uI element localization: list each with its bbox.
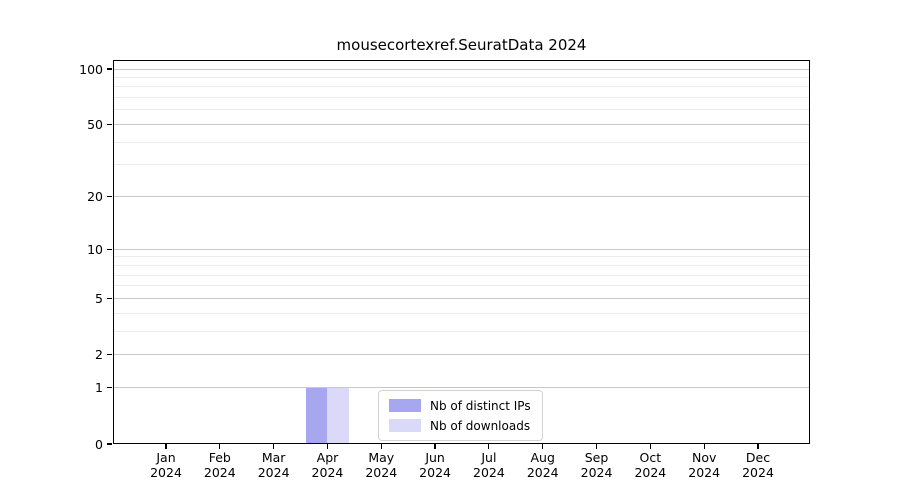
x-tick-month: Sep (584, 450, 609, 465)
x-tick-year: 2024 (742, 465, 774, 480)
x-tick-month: Jun (425, 450, 445, 465)
y-tick-label: 1 (95, 380, 103, 396)
major-gridline (114, 354, 809, 356)
minor-gridline (114, 312, 809, 314)
minor-gridline (114, 164, 809, 166)
x-tick-mark (434, 444, 436, 449)
x-tick-label: Oct 2024 (622, 450, 678, 480)
x-tick-label: Dec 2024 (730, 450, 786, 480)
x-tick-label: Jul 2024 (461, 450, 517, 480)
x-tick-month: Apr (316, 450, 339, 465)
minor-gridline (114, 76, 809, 78)
legend-swatch-distinct-ips-icon (389, 399, 421, 412)
x-tick-label: Nov 2024 (676, 450, 732, 480)
x-tick-year: 2024 (203, 465, 236, 480)
minor-gridline (114, 97, 809, 99)
x-tick-month: Mar (261, 450, 286, 465)
minor-gridline (114, 285, 809, 287)
major-gridline (114, 124, 809, 126)
y-tick-mark (107, 248, 112, 250)
legend-item-distinct-ips: Nb of distinct IPs (389, 398, 534, 413)
plot-area (113, 60, 810, 444)
y-tick-mark (107, 297, 112, 299)
y-tick-mark (107, 123, 112, 126)
y-tick-label: 50 (87, 117, 103, 133)
major-gridline (114, 387, 809, 389)
x-tick-year: 2024 (473, 465, 505, 480)
y-tick-label: 2 (95, 347, 103, 363)
x-tick-month: Jul (481, 450, 497, 465)
x-tick-year: 2024 (526, 465, 559, 480)
y-tick-mark (107, 196, 112, 198)
x-tick-year: 2024 (150, 465, 182, 480)
x-tick-mark (488, 444, 490, 449)
x-tick-mark (273, 444, 275, 449)
x-tick-month: Nov (691, 450, 717, 465)
x-tick-month: Dec (745, 450, 771, 465)
x-tick-label: Mar 2024 (246, 450, 302, 480)
minor-gridline (114, 274, 809, 276)
x-tick-year: 2024 (419, 465, 451, 480)
x-tick-month: Aug (530, 450, 555, 465)
x-tick-month: Oct (639, 450, 662, 465)
x-tick-mark (757, 444, 759, 449)
y-tick-label: 100 (79, 61, 103, 77)
x-tick-year: 2024 (580, 465, 613, 480)
x-tick-year: 2024 (634, 465, 667, 480)
bar-nb-of-distinct-ips (305, 387, 328, 444)
y-tick-label: 20 (87, 189, 103, 205)
minor-gridline (114, 109, 809, 111)
minor-gridline (114, 256, 809, 258)
x-tick-year: 2024 (688, 465, 721, 480)
y-tick-label: 0 (95, 436, 103, 452)
x-tick-mark (703, 444, 705, 449)
legend-swatch-downloads-icon (389, 419, 421, 432)
minor-gridline (114, 264, 809, 266)
x-tick-mark (326, 444, 329, 449)
x-tick-mark (595, 444, 598, 449)
bar-nb-of-downloads (327, 387, 349, 444)
y-tick-mark (107, 387, 112, 389)
major-gridline (114, 248, 809, 250)
legend: Nb of distinct IPs Nb of downloads (378, 390, 543, 441)
minor-gridline (114, 330, 809, 332)
x-tick-month: May (368, 450, 395, 465)
x-tick-label: Jan 2024 (138, 450, 194, 480)
x-tick-month: Feb (208, 450, 231, 465)
x-tick-year: 2024 (311, 465, 344, 480)
x-tick-mark (219, 444, 221, 449)
x-tick-label: Apr 2024 (299, 450, 355, 480)
x-tick-mark (542, 444, 544, 449)
x-tick-mark (380, 444, 382, 449)
major-gridline (114, 68, 809, 70)
x-tick-label: May 2024 (353, 450, 409, 480)
legend-item-downloads: Nb of downloads (389, 418, 534, 433)
major-gridline (114, 297, 809, 299)
y-tick-mark (107, 443, 112, 445)
minor-gridline (114, 86, 809, 88)
x-tick-label: Jun 2024 (407, 450, 463, 480)
y-tick-label: 10 (87, 241, 103, 257)
y-tick-label: 5 (95, 290, 103, 306)
y-tick-mark (107, 354, 112, 356)
x-tick-label: Aug 2024 (515, 450, 571, 480)
x-tick-mark (165, 444, 167, 449)
chart-title: mousecortexref.SeuratData 2024 (336, 36, 587, 54)
legend-label-distinct-ips: Nb of distinct IPs (430, 398, 531, 413)
x-tick-label: Feb 2024 (192, 450, 248, 480)
x-tick-month: Jan (156, 450, 176, 465)
y-tick-mark (107, 68, 112, 70)
major-gridline (114, 196, 809, 198)
x-tick-year: 2024 (257, 465, 290, 480)
x-tick-year: 2024 (365, 465, 398, 480)
x-tick-mark (649, 444, 651, 449)
x-tick-label: Sep 2024 (569, 450, 625, 480)
legend-label-downloads: Nb of downloads (430, 418, 531, 433)
minor-gridline (114, 141, 809, 143)
